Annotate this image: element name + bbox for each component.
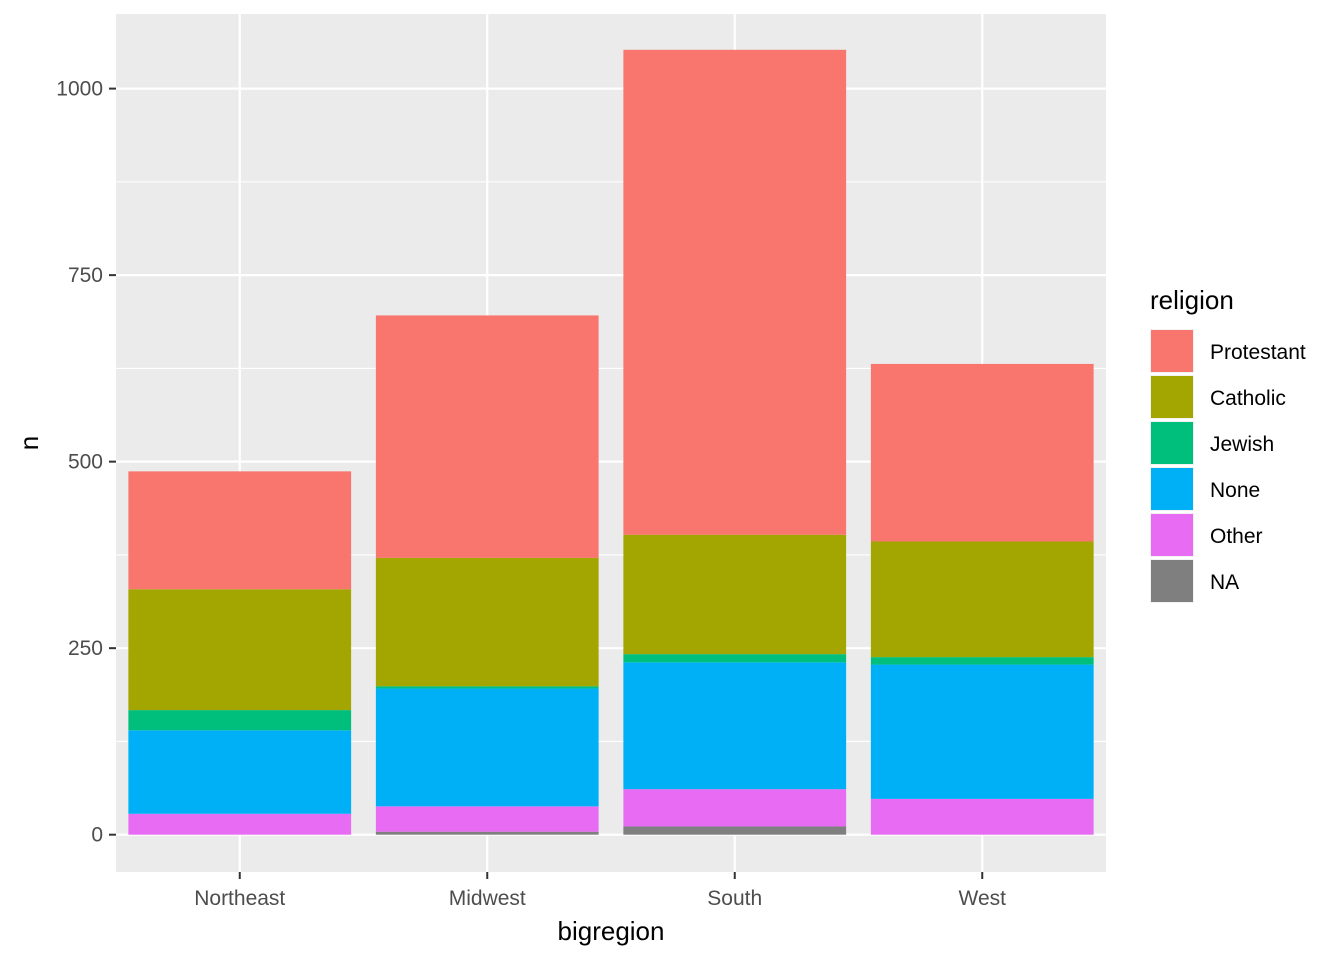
bar-northeast-protestant bbox=[128, 471, 352, 590]
y-tick-label: 750 bbox=[68, 264, 103, 287]
bar-south-na bbox=[623, 826, 847, 835]
y-axis: 0 250 500 750 1000 bbox=[56, 78, 116, 847]
x-axis-title: bigregion bbox=[558, 916, 665, 946]
bar-west-protestant bbox=[870, 363, 1094, 542]
bar-northeast-none bbox=[128, 730, 352, 814]
bar-midwest-na bbox=[375, 831, 599, 835]
bar-northeast-catholic bbox=[128, 589, 352, 711]
y-axis-title: n bbox=[14, 436, 44, 450]
legend-key-catholic bbox=[1151, 376, 1193, 418]
bar-midwest-other bbox=[375, 806, 599, 832]
bar-midwest-none bbox=[375, 688, 599, 807]
legend-key-jewish bbox=[1151, 422, 1193, 464]
legend-label: NA bbox=[1210, 571, 1239, 594]
legend: religion Protestant Catholic Jewish None Oth… bbox=[1150, 285, 1306, 603]
y-tick-label: 1000 bbox=[56, 78, 103, 101]
bar-midwest-catholic bbox=[375, 557, 599, 687]
legend-label: Catholic bbox=[1210, 387, 1286, 410]
x-tick-label: Midwest bbox=[449, 887, 526, 910]
legend-key-other bbox=[1151, 514, 1193, 556]
legend-key-na bbox=[1151, 560, 1193, 602]
x-tick-label: South bbox=[707, 887, 762, 910]
bar-midwest-jewish bbox=[375, 686, 599, 689]
legend-title: religion bbox=[1150, 285, 1234, 315]
bar-south-jewish bbox=[623, 654, 847, 663]
bar-west-jewish bbox=[870, 657, 1094, 665]
legend-label: None bbox=[1210, 479, 1260, 502]
legend-label: Protestant bbox=[1210, 341, 1306, 364]
x-tick-label: Northeast bbox=[194, 887, 285, 910]
bar-northeast-other bbox=[128, 813, 352, 835]
y-tick-label: 500 bbox=[68, 451, 103, 474]
legend-key-protestant bbox=[1151, 330, 1193, 372]
bar-midwest-protestant bbox=[375, 315, 599, 558]
bar-south-none bbox=[623, 662, 847, 790]
bar-south-catholic bbox=[623, 534, 847, 655]
bar-west-none bbox=[870, 664, 1094, 799]
legend-key-none bbox=[1151, 468, 1193, 510]
bar-south-protestant bbox=[623, 49, 847, 535]
bar-northeast-jewish bbox=[128, 710, 352, 731]
bar-west-catholic bbox=[870, 541, 1094, 658]
x-tick-label: West bbox=[959, 887, 1007, 910]
y-tick-label: 0 bbox=[91, 824, 103, 847]
legend-label: Other bbox=[1210, 525, 1263, 548]
bars bbox=[128, 49, 1094, 835]
bar-south-other bbox=[623, 789, 847, 827]
y-tick-label: 250 bbox=[68, 637, 103, 660]
legend-label: Jewish bbox=[1210, 433, 1274, 456]
x-axis: Northeast Midwest South West bbox=[194, 872, 1006, 910]
bar-west-other bbox=[870, 798, 1094, 835]
